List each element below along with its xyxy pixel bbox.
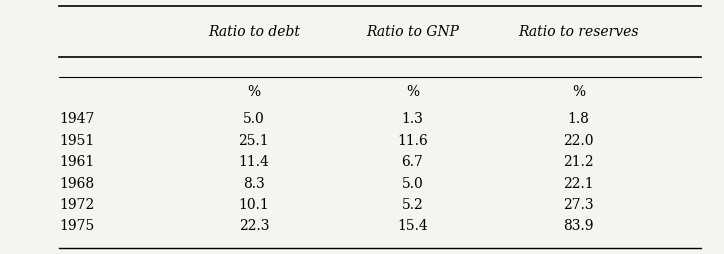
Text: 8.3: 8.3	[243, 177, 265, 190]
Text: %: %	[572, 85, 585, 99]
Text: 1951: 1951	[59, 134, 94, 148]
Text: 21.2: 21.2	[563, 155, 594, 169]
Text: 5.0: 5.0	[243, 113, 265, 126]
Text: %: %	[406, 85, 419, 99]
Text: 25.1: 25.1	[238, 134, 269, 148]
Text: 1961: 1961	[59, 155, 94, 169]
Text: 11.6: 11.6	[397, 134, 428, 148]
Text: 10.1: 10.1	[238, 198, 269, 212]
Text: 22.3: 22.3	[239, 219, 269, 233]
Text: Ratio to GNP: Ratio to GNP	[366, 25, 459, 39]
Text: 1.3: 1.3	[402, 113, 424, 126]
Text: 83.9: 83.9	[563, 219, 594, 233]
Text: 1972: 1972	[59, 198, 94, 212]
Text: 15.4: 15.4	[397, 219, 428, 233]
Text: 1947: 1947	[59, 113, 94, 126]
Text: %: %	[248, 85, 261, 99]
Text: 22.1: 22.1	[563, 177, 594, 190]
Text: 1968: 1968	[59, 177, 94, 190]
Text: 11.4: 11.4	[238, 155, 269, 169]
Text: Ratio to debt: Ratio to debt	[208, 25, 300, 39]
Text: 6.7: 6.7	[402, 155, 424, 169]
Text: 1.8: 1.8	[568, 113, 589, 126]
Text: 27.3: 27.3	[563, 198, 594, 212]
Text: 1975: 1975	[59, 219, 94, 233]
Text: 5.2: 5.2	[402, 198, 424, 212]
Text: 22.0: 22.0	[563, 134, 594, 148]
Text: 5.0: 5.0	[402, 177, 424, 190]
Text: Ratio to reserves: Ratio to reserves	[518, 25, 639, 39]
